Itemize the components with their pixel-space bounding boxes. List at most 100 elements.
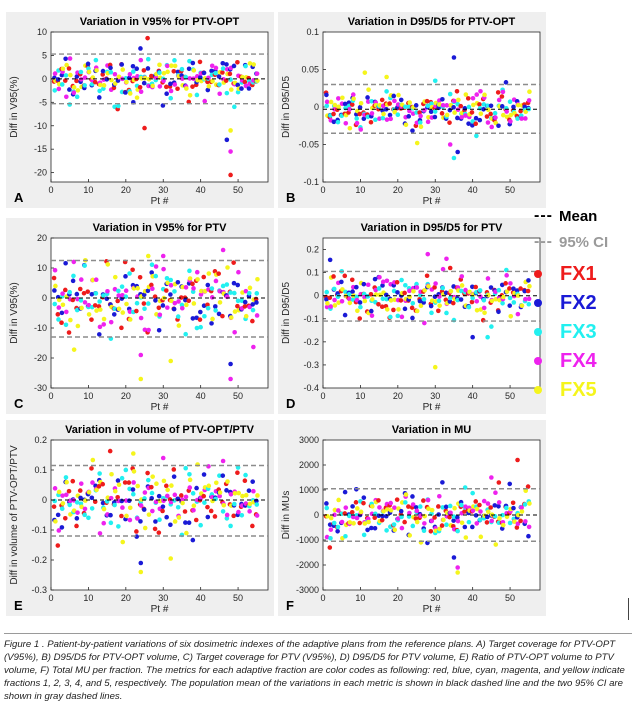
data-point-fx4 — [392, 98, 397, 104]
data-point-fx4 — [526, 524, 532, 530]
data-point-fx2 — [488, 103, 494, 109]
plot-e: Variation in volume of PTV-OPT/PTV 0 10 20 3… — [9, 424, 269, 615]
data-point-fx4 — [354, 120, 360, 126]
legend-ci-label: 95% CI — [558, 233, 609, 251]
x-axis-label: Pt # — [423, 196, 441, 207]
data-point-fx4 — [112, 71, 118, 77]
data-point-fx2 — [458, 297, 464, 302]
data-point-fx2 — [67, 87, 72, 92]
data-point-fx4 — [131, 480, 136, 485]
data-point-fx1 — [235, 470, 240, 475]
data-point-fx3 — [63, 322, 69, 328]
data-point-fx3 — [358, 304, 363, 310]
data-point-fx1 — [119, 325, 124, 331]
data-point-fx4 — [153, 499, 159, 505]
x-tick-label: 10 — [355, 391, 365, 401]
data-point-fx4 — [161, 78, 166, 84]
data-point-fx3 — [198, 324, 203, 330]
legend-fx3-dot — [534, 328, 542, 336]
data-point-fx1 — [171, 68, 177, 74]
data-point-fx3 — [235, 465, 241, 470]
data-point-fx2 — [55, 512, 61, 518]
data-point-fx2 — [115, 478, 121, 483]
data-point-fx4 — [515, 521, 521, 527]
data-point-fx1 — [402, 290, 407, 296]
data-point-fx5 — [478, 307, 484, 312]
data-point-fx5 — [60, 302, 66, 308]
data-point-fx5 — [206, 271, 212, 276]
data-point-fx5 — [500, 522, 506, 528]
data-point-fx4 — [187, 485, 193, 490]
data-point-fx2 — [428, 303, 434, 309]
data-point-fx5 — [347, 520, 353, 525]
data-point-fx4 — [515, 311, 521, 317]
data-point-fx3 — [172, 289, 177, 294]
data-point-fx4 — [358, 127, 364, 132]
data-point-fx2 — [242, 299, 248, 305]
data-point-fx1 — [368, 119, 374, 125]
data-point-fx4 — [150, 286, 155, 292]
data-point-fx1 — [227, 71, 233, 77]
data-point-fx5 — [247, 285, 253, 291]
data-point-fx5 — [146, 512, 152, 517]
data-point-fx1 — [235, 303, 240, 309]
data-point-fx3 — [511, 300, 517, 305]
data-point-fx5 — [206, 83, 212, 89]
data-point-fx5 — [210, 316, 215, 322]
data-point-fx1 — [379, 97, 385, 103]
data-point-fx5 — [75, 323, 81, 329]
data-point-fx3 — [335, 294, 341, 300]
data-point-fx2 — [398, 508, 404, 514]
data-point-fx1 — [62, 78, 68, 83]
data-point-fx1 — [518, 518, 523, 524]
data-point-fx2 — [357, 105, 363, 110]
data-point-fx3 — [175, 314, 181, 319]
data-point-fx3 — [217, 82, 222, 87]
data-point-fx5 — [86, 312, 92, 317]
data-point-fx5 — [485, 292, 491, 298]
data-point-fx3 — [485, 103, 490, 109]
data-point-fx5 — [448, 288, 454, 294]
data-point-fx2 — [372, 276, 378, 282]
data-point-fx3 — [232, 501, 237, 507]
data-point-fx1 — [379, 517, 385, 523]
x-tick-label: 0 — [320, 185, 325, 195]
data-point-fx4 — [157, 84, 163, 89]
y-tick-label: -30 — [34, 383, 47, 393]
data-point-fx4 — [380, 279, 386, 285]
data-point-fx4 — [407, 288, 412, 294]
data-point-fx2 — [440, 480, 445, 485]
data-point-fx1 — [77, 488, 83, 493]
data-point-fx5 — [161, 70, 167, 76]
y-tick-label: -0.1 — [303, 177, 319, 187]
y-tick-label: -0.2 — [303, 337, 319, 347]
data-point-fx5 — [135, 285, 141, 291]
data-point-fx2 — [354, 284, 359, 290]
data-point-fx5 — [381, 509, 386, 514]
data-point-fx1 — [70, 478, 76, 484]
data-point-fx5 — [90, 457, 96, 463]
data-point-fx3 — [492, 110, 498, 116]
data-point-fx4 — [519, 116, 524, 121]
data-point-fx4 — [176, 299, 181, 304]
data-point-fx1 — [510, 500, 516, 506]
legend-fx1-label: FX1 — [560, 262, 597, 285]
data-point-fx5 — [407, 533, 413, 538]
data-point-fx3 — [239, 512, 245, 518]
data-point-fx2 — [526, 278, 531, 283]
data-point-fx5 — [112, 488, 118, 494]
data-point-fx2 — [100, 500, 106, 506]
data-point-fx5 — [384, 74, 389, 80]
data-point-fx2 — [470, 123, 475, 128]
data-point-fx3 — [93, 57, 99, 63]
data-point-fx3 — [59, 82, 65, 87]
data-point-fx2 — [462, 106, 468, 111]
data-point-fx1 — [134, 308, 139, 314]
data-point-fx3 — [440, 285, 446, 291]
y-tick-label: 0.1 — [306, 27, 319, 37]
data-point-fx3 — [459, 502, 464, 508]
data-point-fx3 — [220, 66, 226, 71]
data-point-fx1 — [402, 519, 407, 525]
plot-area — [50, 31, 269, 183]
data-point-fx1 — [220, 70, 225, 75]
